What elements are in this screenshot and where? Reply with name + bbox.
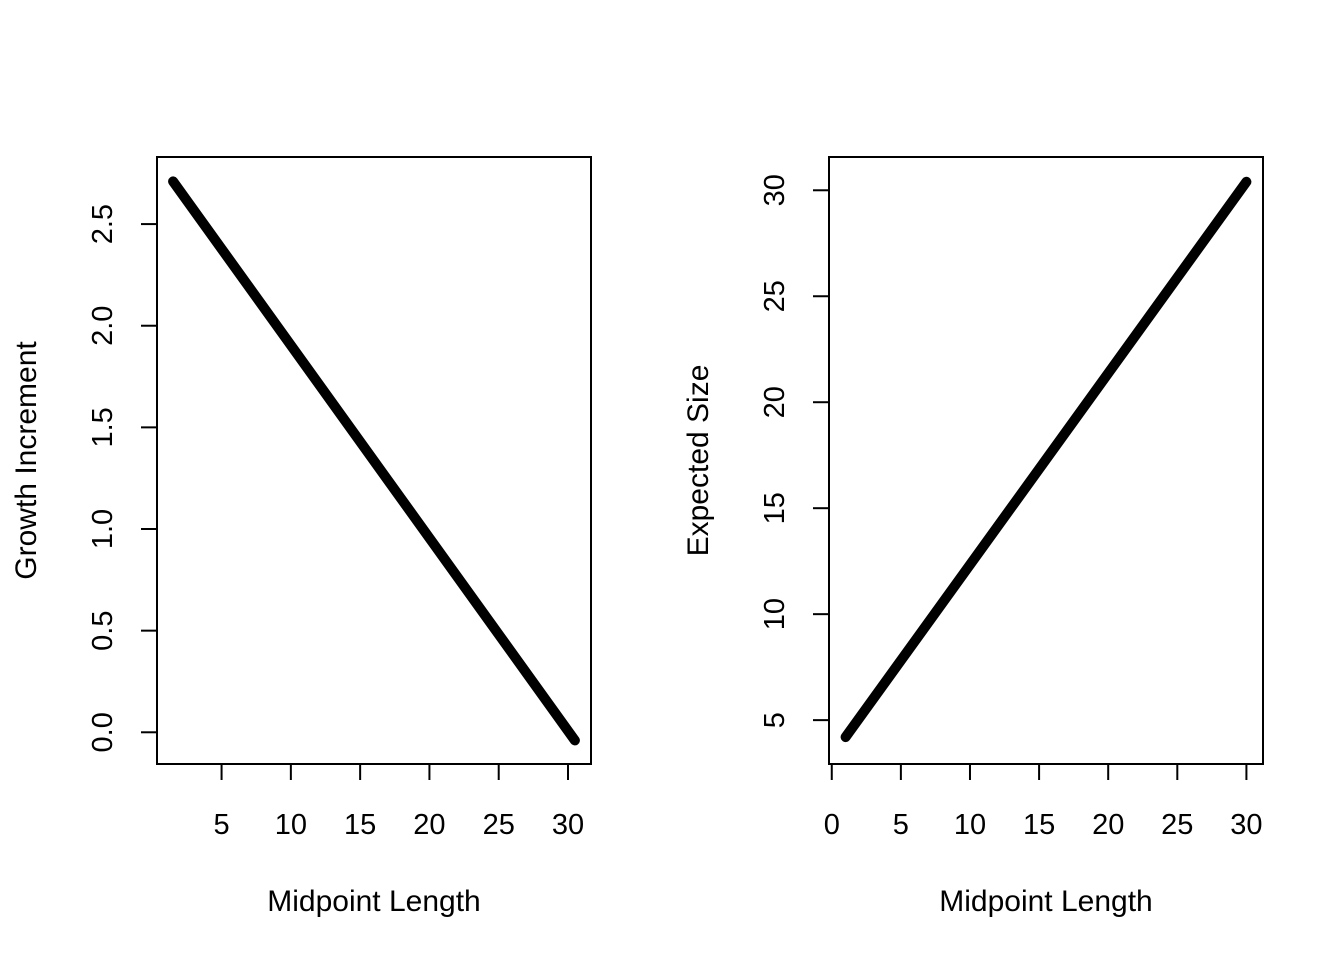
chart-0-x-tick-label-5: 30 [552,809,584,841]
chart-1-x-tick-label-4: 20 [1092,809,1124,841]
chart-1-x-tick-label-0: 0 [824,809,840,841]
chart-0-x-tick-label-2: 15 [344,809,376,841]
chart-1-x-tick-label-6: 30 [1230,809,1262,841]
chart-1-y-tick-label-1: 10 [759,598,791,630]
chart-1-y-tick-label-4: 25 [759,280,791,312]
chart-1-x-tick-label-2: 10 [954,809,986,841]
chart-0-series-line-0 [168,176,580,746]
expected-size-panel: 0 5 10 15 20 25 30 5 10 15 20 25 30 Midpoint Length Ex… [682,156,1264,918]
chart-1-y-tick-label-0: 5 [759,712,791,728]
chart-0-x-axis-title: Midpoint Length [267,885,481,918]
chart-0-y-tick-label-5: 2.5 [87,204,119,244]
chart-0-y-tick-label-2: 1.0 [87,509,119,549]
chart-1-x-tick-label-5: 25 [1161,809,1193,841]
chart-0-x-tick-label-3: 20 [413,809,445,841]
chart-1-y-tick-label-2: 15 [759,492,791,524]
chart-0-y-axis-title: Growth Increment [10,341,43,580]
chart-1-y-tick-label-3: 20 [759,386,791,418]
chart-0-x-tick-label-0: 5 [214,809,230,841]
chart-0-x-tick-label-1: 10 [275,809,307,841]
chart-0-x-tick-label-4: 25 [483,809,515,841]
chart-1-y-axis-title: Expected Size [682,365,715,557]
chart-1-series-line-0 [840,176,1252,743]
chart-1-x-tick-label-1: 5 [893,809,909,841]
chart-1-x-axis-title: Midpoint Length [939,885,1153,918]
chart-1-x-tick-label-3: 15 [1023,809,1055,841]
chart-0-y-tick-label-1: 0.5 [87,610,119,650]
chart-1-y-tick-label-5: 30 [759,174,791,206]
chart-0-y-tick-label-3: 1.5 [87,407,119,447]
chart-0-y-tick-label-0: 0.0 [87,712,119,752]
chart-0-y-tick-label-4: 2.0 [87,306,119,346]
growth-increment-panel: 5 10 15 20 25 30 0.0 0.5 1.0 1.5 2.0 2.5 Midpoint Le… [10,156,592,918]
